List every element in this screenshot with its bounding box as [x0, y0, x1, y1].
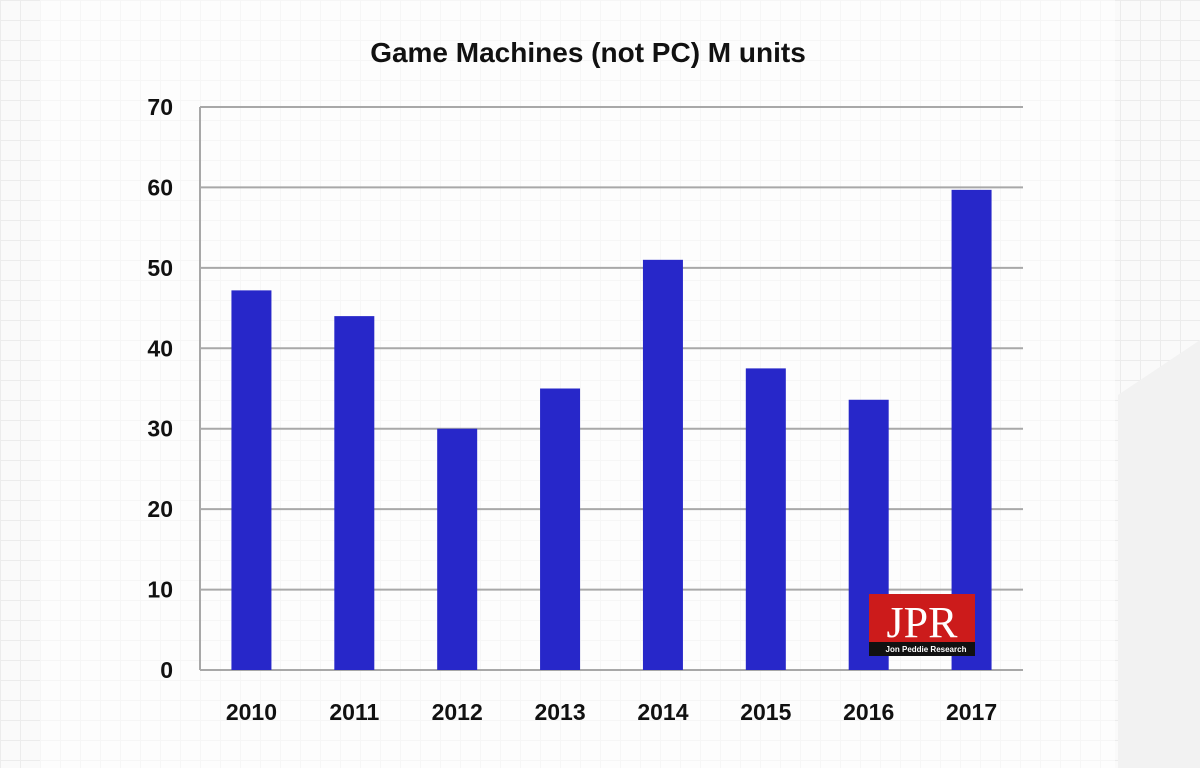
gridlines [199, 106, 1023, 671]
jpr-logo: JPR Jon Peddie Research [869, 594, 975, 656]
jpr-logo-band [869, 642, 975, 656]
y-axis-tick-labels: 0 10 20 30 40 50 60 70 [147, 94, 173, 683]
x-axis-tick-labels: 2010 2011 2012 2013 2014 2015 2016 2017 [226, 699, 997, 725]
y-tick-label: 40 [147, 335, 173, 361]
y-tick-label: 70 [147, 94, 173, 120]
decorative-side-shape [1118, 340, 1200, 768]
x-tick-label: 2012 [432, 699, 483, 725]
jpr-logo-text: JPR [887, 598, 959, 647]
y-tick-label: 30 [147, 416, 173, 442]
bar-2017 [951, 189, 992, 670]
x-tick-label: 2013 [534, 699, 585, 725]
bar-2012 [437, 428, 478, 670]
bar-2013 [540, 388, 581, 670]
bar-2011 [334, 316, 375, 670]
x-tick-label: 2016 [843, 699, 894, 725]
bars [231, 189, 992, 670]
jpr-logo-subtitle: Jon Peddie Research [886, 645, 967, 654]
x-tick-label: 2014 [637, 699, 688, 725]
bar-2010 [231, 290, 272, 670]
x-tick-label: 2010 [226, 699, 277, 725]
bar-2014 [642, 259, 683, 670]
y-tick-label: 50 [147, 255, 173, 281]
y-tick-label: 60 [147, 174, 173, 200]
x-tick-label: 2015 [740, 699, 791, 725]
y-tick-label: 0 [160, 657, 173, 683]
bar-2015 [745, 368, 786, 670]
x-tick-label: 2011 [329, 699, 379, 725]
chart-title: Game Machines (not PC) M units [370, 37, 806, 68]
y-tick-label: 20 [147, 496, 173, 522]
y-tick-label: 10 [147, 577, 173, 603]
x-tick-label: 2017 [946, 699, 997, 725]
